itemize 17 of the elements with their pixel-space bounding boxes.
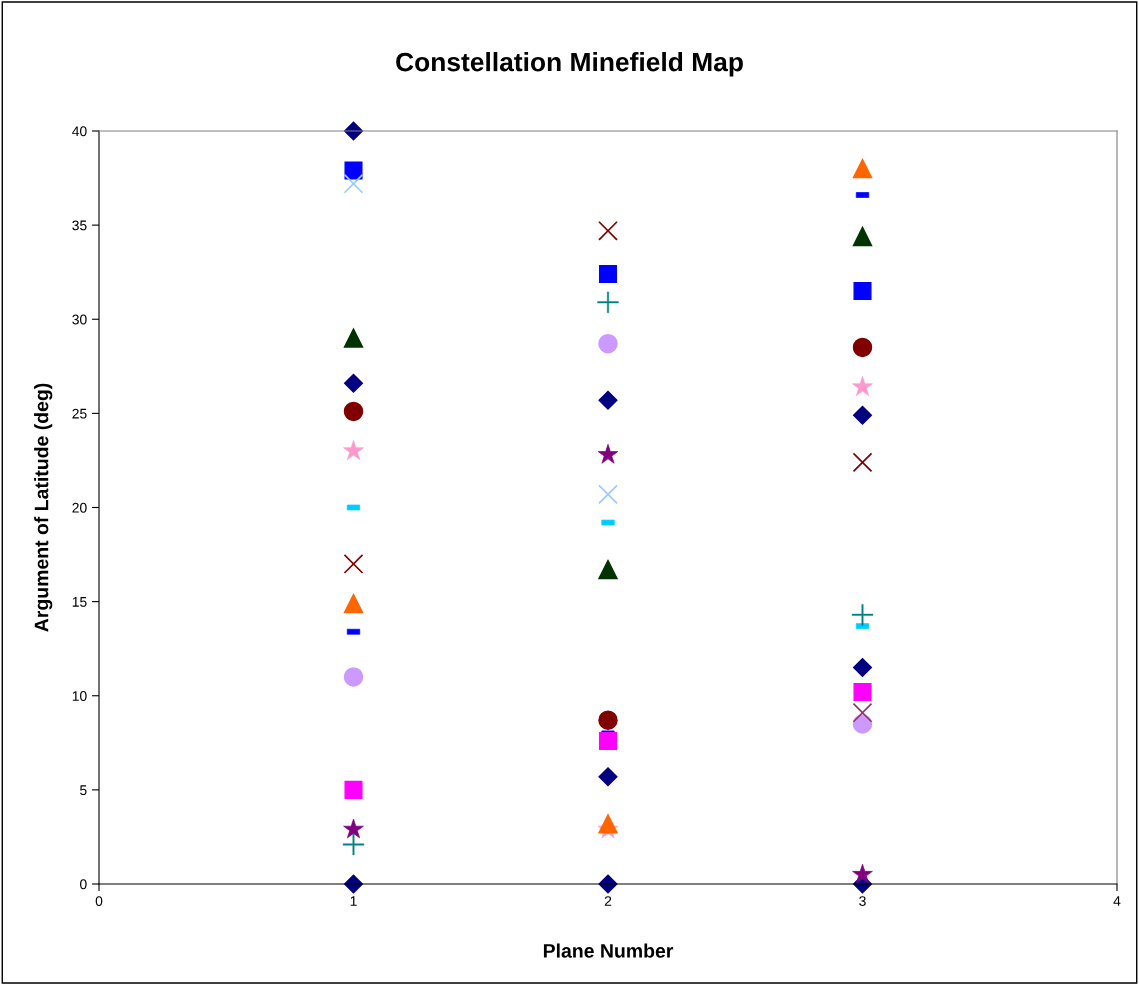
- x-tick-label: 3: [859, 896, 866, 907]
- x-tick-label: 4: [1113, 896, 1121, 906]
- x-tick-label: 0: [95, 896, 103, 907]
- y-tick-label: 35: [72, 220, 87, 231]
- y-tick-label: 40: [72, 126, 87, 137]
- y-tick-label: 15: [72, 597, 87, 607]
- chart-title: Constellation Minefield Map: [396, 52, 743, 77]
- y-axis-title: Argument of Latitude (deg): [34, 383, 53, 632]
- y-tick-label: 0: [80, 879, 87, 890]
- y-tick-label: 30: [72, 314, 87, 325]
- y-tick-label: 20: [72, 502, 87, 513]
- y-tick-label: 25: [72, 408, 87, 419]
- x-axis-title: Plane Number: [543, 943, 674, 958]
- x-tick-label: 1: [350, 896, 357, 906]
- y-tick-label: 5: [80, 785, 87, 796]
- y-tick-label: 10: [72, 691, 87, 701]
- x-tick-label: 2: [604, 896, 612, 906]
